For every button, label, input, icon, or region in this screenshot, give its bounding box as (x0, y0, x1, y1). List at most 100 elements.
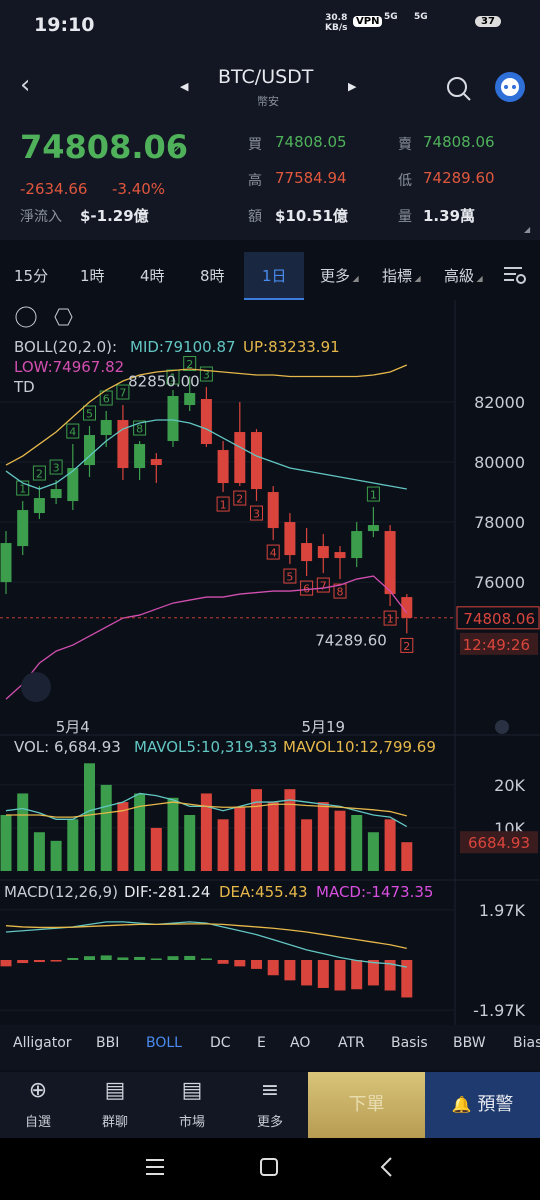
boll-line (5, 419, 407, 490)
volume-bar (150, 827, 162, 871)
indicator[interactable]: Alligator (13, 1035, 72, 1051)
volume-bar (384, 819, 396, 871)
legend-text: TD (13, 378, 35, 396)
order-button[interactable]: 下單 (308, 1072, 425, 1138)
x-tick-label: 5月19 (301, 718, 345, 736)
prev-arrow[interactable]: ◀ (180, 80, 189, 93)
indicator[interactable]: E (257, 1035, 266, 1051)
volume-bar (0, 815, 12, 871)
settings-icon (54, 308, 73, 326)
td-box (133, 420, 147, 436)
indicator[interactable]: Basis (391, 1035, 428, 1051)
indicator[interactable]: BBI (96, 1035, 120, 1051)
search-icon[interactable] (444, 74, 474, 104)
candle-body (267, 492, 279, 529)
volume-bar (200, 793, 212, 871)
volume-bar (67, 819, 79, 871)
volume: 1.39萬 (423, 207, 476, 225)
indicator[interactable]: DC (210, 1035, 231, 1051)
macd-bar (50, 960, 62, 962)
battery: 37 (475, 16, 501, 27)
collapse-icon[interactable] (15, 306, 37, 328)
alert-button[interactable]: 🔔 預警 (425, 1072, 540, 1138)
indicator[interactable]: Bias (513, 1035, 540, 1051)
low: 74289.60 (423, 169, 495, 187)
macd-bar (0, 960, 12, 967)
nav-label[interactable]: 市場 (178, 1115, 205, 1130)
volume-tag (460, 831, 538, 854)
td-label: 2 (36, 468, 43, 481)
macd-bar (351, 960, 363, 990)
macd-bar (217, 960, 229, 964)
td-label: 3 (53, 462, 60, 475)
tab[interactable]: 指標 ◢ (382, 267, 421, 285)
candle-body (134, 444, 146, 469)
tab[interactable]: 1時 (80, 267, 105, 285)
td-label: 8 (136, 423, 143, 436)
volume-bar (84, 763, 95, 871)
nav-icon[interactable]: ▤ (181, 1078, 203, 1103)
dropdown-caret: ◢ (412, 274, 421, 283)
tab[interactable]: 高級 ◢ (444, 267, 483, 285)
td-box (233, 490, 247, 506)
candle-body (200, 399, 212, 445)
back-button[interactable]: ‹ (20, 70, 31, 100)
td-box (183, 356, 197, 372)
candle-body (167, 396, 179, 442)
macd-bar (184, 955, 196, 960)
candle-body (234, 432, 246, 484)
td-label: 2 (403, 640, 410, 653)
candle-body (301, 543, 313, 562)
low-label: 74289.60 (315, 631, 387, 649)
td-label: 1 (370, 489, 377, 502)
macd-bar (134, 956, 146, 960)
td-label: 1 (220, 499, 227, 512)
pair[interactable]: BTC/USDT (218, 66, 314, 88)
tab[interactable]: 8時 (200, 267, 225, 285)
indicator[interactable]: AO (290, 1035, 311, 1051)
legend-text: LOW:74967.82 (14, 358, 124, 376)
volume-label: 量 (398, 209, 412, 225)
nav-icon[interactable]: ≡ (260, 1078, 280, 1103)
volume-bar (284, 789, 296, 871)
y-tick-label: -1.97K (473, 1001, 525, 1020)
indicator[interactable]: BBW (453, 1035, 486, 1051)
speed: 30.8 (325, 13, 348, 23)
td-label: 5 (86, 408, 93, 421)
nav-label[interactable]: 更多 (256, 1115, 283, 1130)
td-box (300, 580, 314, 596)
tab[interactable]: 1日 (262, 267, 287, 285)
nav-label[interactable]: 自選 (24, 1115, 51, 1130)
td-box (400, 637, 414, 653)
next-arrow[interactable]: ▶ (348, 80, 357, 93)
avatar[interactable] (493, 70, 527, 104)
ask-label: 賣 (398, 137, 412, 153)
candle-body (184, 393, 196, 406)
td-box (366, 486, 380, 502)
indicator[interactable]: ATR (338, 1035, 365, 1051)
macd-bar (234, 960, 246, 967)
nav-icon[interactable]: ▤ (104, 1078, 126, 1103)
tab[interactable]: 4時 (140, 267, 165, 285)
indicator-line (5, 923, 407, 950)
volume-bar (50, 840, 62, 871)
tab[interactable]: 15分 (14, 267, 49, 285)
tab[interactable]: 更多 ◢ (320, 267, 359, 285)
bid: 74808.05 (275, 133, 347, 151)
td-box (199, 366, 213, 382)
td-label: 1 (19, 483, 26, 496)
indicator[interactable]: BOLL (146, 1035, 182, 1051)
settings-icon[interactable] (502, 264, 528, 286)
nav-icon[interactable]: ⊕ (28, 1078, 48, 1103)
macd-bar (17, 960, 29, 964)
nav-label[interactable]: 群聊 (101, 1115, 128, 1130)
candle-body (17, 510, 29, 547)
volume-bar (234, 806, 246, 871)
y-tick-label: 76000 (474, 573, 525, 592)
expand[interactable]: ◢ (524, 225, 531, 234)
change-pct: -3.40% (112, 180, 166, 198)
candle-body (33, 498, 45, 514)
net: 5G (384, 12, 398, 22)
